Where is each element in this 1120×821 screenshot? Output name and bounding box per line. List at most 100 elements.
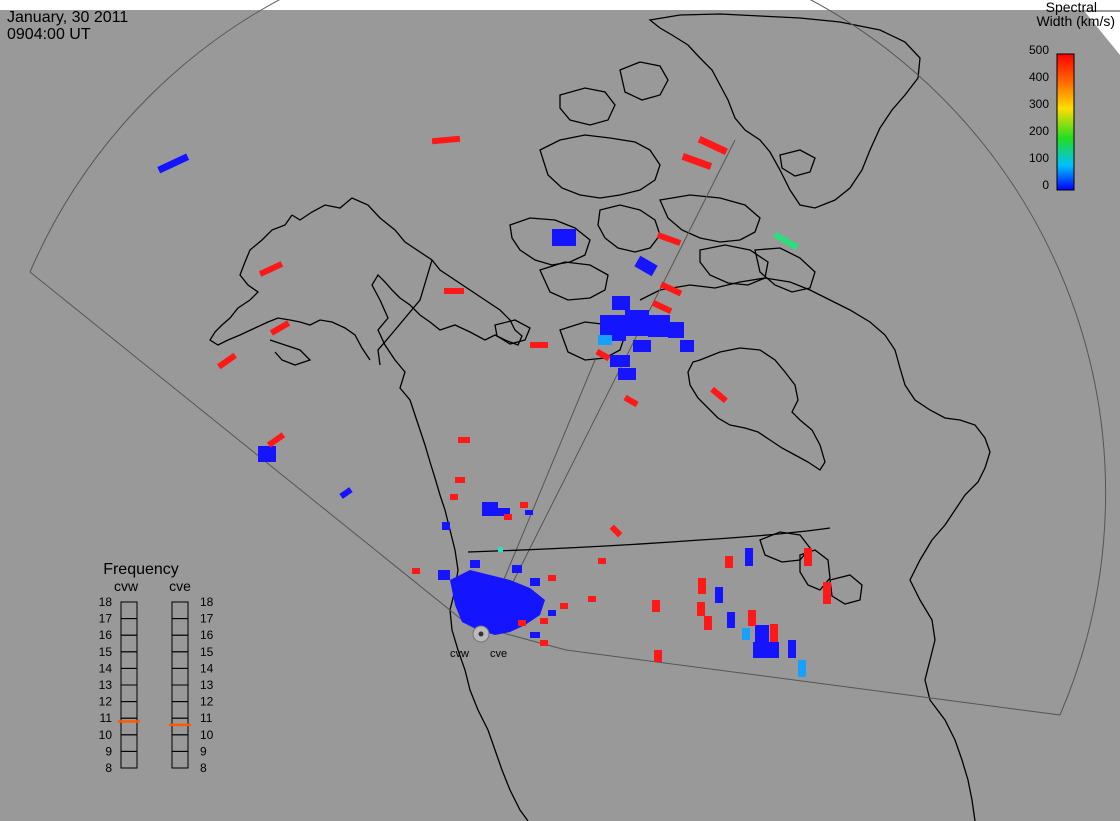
frequency-scale-cell — [120, 734, 138, 752]
echo-cell — [697, 602, 705, 616]
echo-cell — [470, 560, 480, 568]
echo-cell — [458, 437, 470, 443]
frequency-scale-cell — [171, 717, 189, 736]
echo-cell — [612, 296, 630, 310]
echo-cell — [269, 320, 291, 336]
frequency-scale-cell — [120, 601, 138, 620]
echo-cell — [745, 548, 753, 566]
echo-cell — [482, 502, 498, 516]
echo-cell — [623, 394, 639, 408]
frequency-scale-label: 11 — [200, 711, 213, 725]
echo-cell — [648, 315, 670, 337]
echo-cell — [438, 570, 450, 580]
frequency-scale-label: 17 — [200, 612, 214, 626]
echo-cell — [625, 310, 649, 336]
echo-cluster — [450, 570, 545, 635]
frequency-scale-cell — [171, 750, 189, 769]
frequency-scale-label: 9 — [200, 744, 207, 758]
echo-cell — [659, 281, 683, 297]
frequency-scale-cell — [171, 667, 189, 686]
frequency-panel: Frequency cvw cve 18 18 17 17 16 16 15 15 14 14 13… — [99, 561, 214, 775]
echo-cell — [598, 335, 612, 345]
site-label-cvw: cvw — [450, 648, 469, 660]
frequency-scale-cell — [171, 701, 189, 719]
echo-cell — [530, 578, 540, 586]
frequency-title: Frequency — [103, 561, 179, 578]
echo-cell — [651, 300, 673, 314]
frequency-scale-cell — [120, 701, 138, 719]
radar-echoes — [157, 135, 831, 677]
frequency-scale-label: 8 — [200, 761, 207, 775]
echo-cell — [588, 596, 596, 602]
echo-cell — [681, 153, 713, 170]
echo-cell — [770, 624, 778, 642]
frequency-scale-label: 15 — [99, 645, 113, 659]
echo-cell — [560, 603, 568, 609]
frequency-scale-cell — [171, 734, 189, 752]
frequency-scale-cell — [120, 684, 138, 703]
frequency-scale-label: 11 — [100, 711, 113, 725]
date-label: January, 30 2011 — [7, 9, 129, 26]
echo-cell — [504, 514, 512, 520]
echo-cell — [725, 556, 733, 568]
radar-site-dot — [478, 631, 484, 637]
latitude-border — [467, 527, 831, 553]
ocean-corner — [1085, 12, 1120, 55]
colorbar-ticks: 500 400 300 200 100 0 — [1029, 43, 1049, 192]
echo-cell — [698, 578, 706, 594]
frequency-scale-label: 17 — [99, 612, 113, 626]
frequency-scale-cell — [171, 601, 189, 620]
echo-cell — [654, 650, 662, 662]
echo-cell — [652, 600, 660, 612]
frequency-scale-cell — [120, 634, 138, 653]
echo-cell — [788, 640, 796, 658]
echo-cell — [773, 231, 799, 251]
echo-cell — [266, 432, 286, 448]
frequency-scale-cell — [120, 750, 138, 769]
colorbar-tick: 500 — [1029, 43, 1049, 57]
echo-cell — [530, 632, 540, 638]
frequency-scale-cell — [171, 651, 189, 669]
echo-cell — [633, 340, 651, 352]
time-label: 0904:00 UT — [7, 26, 91, 43]
colorbar — [1056, 53, 1075, 191]
echo-cell — [540, 640, 548, 646]
colorbar-tick: 200 — [1029, 124, 1049, 138]
echo-cell — [697, 135, 728, 155]
echo-cell — [715, 587, 723, 603]
echo-cell — [431, 135, 461, 145]
echo-cell — [753, 642, 779, 658]
echo-cell — [444, 288, 464, 294]
echo-cell — [755, 625, 769, 645]
echo-cell — [498, 508, 510, 516]
colorbar-tick: 100 — [1029, 151, 1049, 165]
frequency-scale-label: 9 — [105, 744, 112, 758]
frequency-scale-label: 10 — [99, 728, 113, 742]
echo-cell — [548, 610, 556, 616]
echo-cell — [595, 348, 611, 362]
echo-cell — [540, 618, 548, 624]
coastlines — [209, 13, 991, 821]
echo-cell — [704, 616, 712, 630]
frequency-scale-label: 13 — [99, 678, 113, 692]
colorbar-title-line1: Spectral — [1046, 0, 1097, 15]
echo-cell — [798, 660, 806, 677]
frequency-scale-label: 16 — [99, 628, 113, 642]
echo-cell — [634, 255, 658, 277]
echo-cell — [455, 477, 465, 483]
frequency-scale-label: 16 — [200, 628, 214, 642]
frequency-scale-cell — [120, 651, 138, 669]
frequency-scale-label: 12 — [99, 695, 113, 709]
frequency-scale-cell — [120, 618, 138, 636]
echo-cell — [552, 229, 576, 246]
colorbar-title-line2: Width (km/s) — [1036, 13, 1115, 29]
echo-cell — [548, 575, 556, 581]
echo-cell — [618, 368, 636, 380]
frequency-scale-label: 18 — [200, 595, 214, 609]
echo-cell — [518, 620, 526, 626]
echo-cell — [512, 565, 522, 573]
frequency-scale-label: 12 — [200, 695, 214, 709]
frequency-scale-label: 10 — [200, 728, 214, 742]
